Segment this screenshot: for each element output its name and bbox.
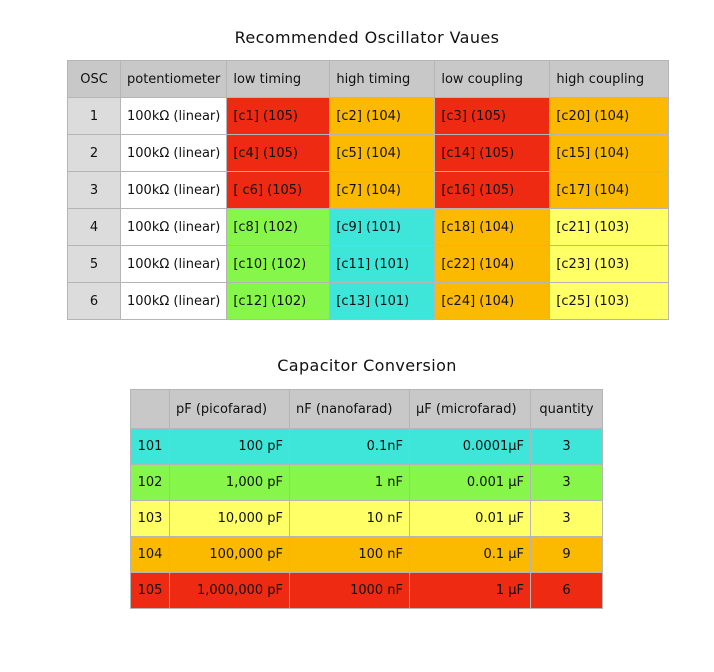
header-code [130,389,170,429]
picofarad-value: 1,000,000 pF [169,572,290,609]
low-timing-cell: [c1] (105) [226,97,331,135]
table-row: 4 100kΩ (linear) [c8] (102) [c9] (101) [c18]… [67,208,670,246]
header-quantity: quantity [530,389,603,429]
microfarad-value: 1 µF [409,572,531,609]
oscillator-header-row: OSC potentiometer low timing high timing… [67,60,670,98]
osc-number: 1 [67,97,121,135]
table-row: 104 100,000 pF 100 nF 0.1 µF 9 [130,536,603,573]
capacitor-header-row: pF (picofarad) nF (nanofarad) µF (microf… [130,389,603,429]
osc-number: 6 [67,282,121,320]
high-timing-cell: [c2] (104) [329,97,436,135]
capacitor-code: 103 [130,500,170,537]
osc-number: 5 [67,245,121,283]
capacitor-table-title: Capacitor Conversion [277,356,457,375]
low-coupling-cell: [c24] (104) [434,282,551,320]
quantity-value: 3 [530,500,603,537]
table-row: 6 100kΩ (linear) [c12] (102) [c13] (101) [c2… [67,282,670,320]
low-coupling-cell: [c14] (105) [434,134,551,172]
header-microfarad: µF (microfarad) [409,389,531,429]
high-coupling-cell: [c17] (104) [549,171,670,209]
microfarad-value: 0.01 µF [409,500,531,537]
high-coupling-cell: [c23] (103) [549,245,670,283]
oscillator-table: OSC potentiometer low timing high timing… [67,60,670,320]
picofarad-value: 1,000 pF [169,464,290,501]
potentiometer-value: 100kΩ (linear) [119,208,228,246]
header-nanofarad: nF (nanofarad) [289,389,410,429]
table-row: 103 10,000 pF 10 nF 0.01 µF 3 [130,500,603,537]
table-row: 3 100kΩ (linear)[ c6] (105) [c7] (104) [c16… [67,171,670,209]
nanofarad-value: 1000 nF [289,572,410,609]
low-coupling-cell: [c3] (105) [434,97,551,135]
header-picofarad: pF (picofarad) [169,389,290,429]
capacitor-code: 104 [130,536,170,573]
osc-number: 4 [67,208,121,246]
nanofarad-value: 10 nF [289,500,410,537]
header-osc: OSC [67,60,121,98]
capacitor-table: pF (picofarad) nF (nanofarad) µF (microf… [130,389,603,609]
low-timing-cell: [c12] (102) [226,282,331,320]
oscillator-table-title: Recommended Oscillator Vaues [234,28,500,47]
table-row: 5 100kΩ (linear) [c10] (102) [c11] (101) [c2… [67,245,670,283]
nanofarad-value: 0.1nF [289,428,410,465]
high-coupling-cell: [c15] (104) [549,134,670,172]
high-timing-cell: [c11] (101) [329,245,436,283]
potentiometer-value: 100kΩ (linear) [119,282,228,320]
potentiometer-value: 100kΩ (linear) [119,171,228,209]
table-row: 105 1,000,000 pF 1000 nF 1 µF 6 [130,572,603,609]
header-high-coupling: high coupling [549,60,670,98]
microfarad-value: 0.1 µF [409,536,531,573]
potentiometer-value: 100kΩ (linear) [119,97,228,135]
low-coupling-cell: [c18] (104) [434,208,551,246]
header-potentiometer: potentiometer [119,60,228,98]
potentiometer-value: 100kΩ (linear) [119,245,228,283]
high-timing-cell: [c9] (101) [329,208,436,246]
picofarad-value: 100 pF [169,428,290,465]
quantity-value: 3 [530,428,603,465]
nanofarad-value: 1 nF [289,464,410,501]
quantity-value: 3 [530,464,603,501]
osc-number: 2 [67,134,121,172]
header-low-coupling: low coupling [434,60,551,98]
table-row: 101 100 pF 0.1nF 0.0001µF 3 [130,428,603,465]
microfarad-value: 0.0001µF [409,428,531,465]
header-high-timing: high timing [329,60,436,98]
low-timing-cell: [c8] (102) [226,208,331,246]
high-coupling-cell: [c25] (103) [549,282,670,320]
capacitor-code: 101 [130,428,170,465]
picofarad-value: 10,000 pF [169,500,290,537]
low-timing-cell: [ c6] (105) [226,171,331,209]
low-timing-cell: [c10] (102) [226,245,331,283]
table-row: 1 100kΩ (linear) [c1] (105) [c2] (104) [c3] … [67,97,670,135]
header-low-timing: low timing [226,60,331,98]
high-coupling-cell: [c21] (103) [549,208,670,246]
microfarad-value: 0.001 µF [409,464,531,501]
potentiometer-value: 100kΩ (linear) [119,134,228,172]
osc-number: 3 [67,171,121,209]
high-timing-cell: [c13] (101) [329,282,436,320]
low-coupling-cell: [c16] (105) [434,171,551,209]
picofarad-value: 100,000 pF [169,536,290,573]
capacitor-code: 102 [130,464,170,501]
table-row: 2 100kΩ (linear) [c4] (105) [c5] (104) [c14]… [67,134,670,172]
nanofarad-value: 100 nF [289,536,410,573]
table-row: 102 1,000 pF 1 nF 0.001 µF 3 [130,464,603,501]
quantity-value: 6 [530,572,603,609]
quantity-value: 9 [530,536,603,573]
low-timing-cell: [c4] (105) [226,134,331,172]
high-timing-cell: [c5] (104) [329,134,436,172]
capacitor-code: 105 [130,572,170,609]
high-coupling-cell: [c20] (104) [549,97,670,135]
high-timing-cell: [c7] (104) [329,171,436,209]
low-coupling-cell: [c22] (104) [434,245,551,283]
